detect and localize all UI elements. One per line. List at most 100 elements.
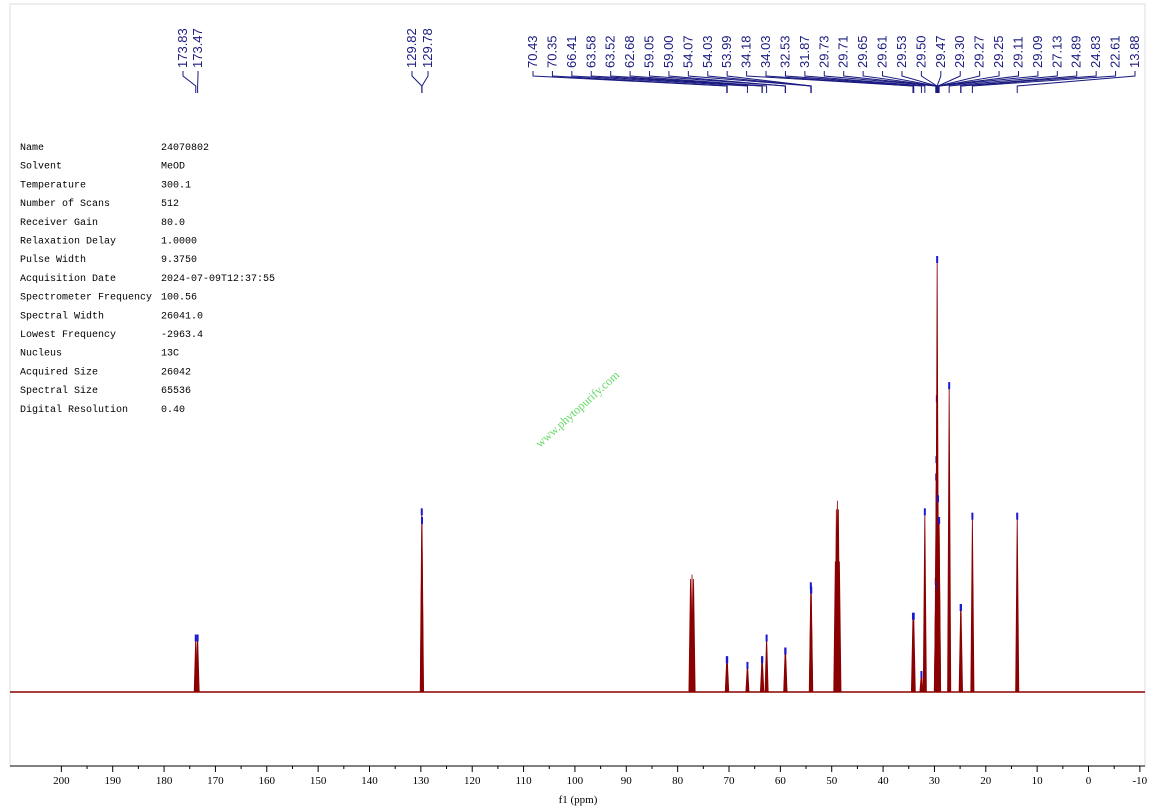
- peak-label: 70.35: [544, 35, 559, 68]
- peak: [764, 635, 769, 693]
- param-name: Pulse Width: [20, 254, 86, 266]
- param-name: Acquired Size: [20, 366, 98, 378]
- peak: [760, 657, 765, 693]
- param-name: Receiver Gain: [20, 217, 98, 229]
- peak-label: 29.30: [952, 35, 967, 68]
- param-value: 300.1: [161, 180, 191, 191]
- peak-label: 59.05: [642, 35, 657, 68]
- x-tick-label: 10: [1032, 775, 1044, 787]
- peak-label: 173.47: [190, 28, 205, 68]
- peak-label: 29.47: [933, 35, 948, 68]
- x-tick-label: 0: [1086, 775, 1092, 787]
- param-value: 0.40: [161, 405, 185, 416]
- x-tick-label: 20: [980, 775, 992, 787]
- frame: [9, 3, 1146, 767]
- peak-connector: [551, 71, 728, 93]
- peak-label: 70.43: [525, 35, 540, 68]
- x-tick-label: 180: [156, 775, 173, 787]
- param-name: Spectrometer Frequency: [20, 293, 152, 304]
- param-value: 512: [161, 199, 179, 210]
- peak: [922, 509, 927, 693]
- peak: [970, 513, 975, 693]
- param-value: 1.0000: [161, 237, 197, 248]
- x-tick-label: 200: [53, 775, 70, 787]
- peak-label: 29.73: [816, 35, 831, 68]
- peak-connector: [746, 71, 914, 93]
- peak-label: 34.18: [739, 35, 754, 68]
- x-tick-label: 30: [929, 775, 941, 787]
- peak-label: 29.71: [836, 35, 851, 68]
- x-tick-label: 90: [621, 775, 633, 787]
- param-name: Nucleus: [20, 348, 62, 360]
- solvent-peak: [837, 561, 842, 693]
- x-tick-label: 130: [413, 775, 430, 787]
- peak: [919, 671, 924, 693]
- peak: [725, 657, 730, 693]
- peak-connector: [668, 71, 786, 93]
- param-name: Temperature: [20, 180, 86, 191]
- peak-label: 24.83: [1088, 35, 1103, 68]
- peak-label: 29.61: [875, 35, 890, 68]
- peak: [1015, 513, 1020, 693]
- x-tick-label: 170: [207, 775, 224, 787]
- x-tick-label: 190: [104, 775, 121, 787]
- peak-label: 54.03: [700, 35, 715, 68]
- peak-label: 29.50: [913, 35, 928, 68]
- x-tick-label: 60: [775, 775, 787, 787]
- peak-connector: [971, 71, 1117, 93]
- param-value: 65536: [161, 386, 191, 397]
- peak-connector: [948, 71, 1058, 93]
- peak-label: 32.53: [777, 35, 792, 68]
- peak-connector: [784, 71, 922, 93]
- x-tick-label: 40: [878, 775, 890, 787]
- param-value: 13C: [161, 349, 179, 360]
- peak-label: 54.07: [680, 35, 695, 68]
- peak: [195, 635, 200, 693]
- peak: [958, 605, 963, 693]
- x-tick-label: 160: [259, 775, 276, 787]
- param-value: MeOD: [161, 162, 185, 173]
- x-tick-label: 100: [567, 775, 584, 787]
- peak-connector: [936, 71, 942, 93]
- peak: [911, 613, 916, 693]
- peak: [783, 648, 788, 693]
- peak-label: 62.68: [622, 35, 637, 68]
- peak-connector: [610, 71, 763, 93]
- x-tick-label: 70: [724, 775, 736, 787]
- peak-label: 29.53: [894, 35, 909, 68]
- peak-label: 66.41: [564, 35, 579, 68]
- peak-connector: [804, 71, 926, 93]
- peak-connector: [960, 71, 1097, 93]
- param-value: 80.0: [161, 218, 185, 229]
- param-name: Spectral Size: [20, 385, 98, 397]
- peak-label: 22.61: [1108, 35, 1123, 68]
- peak: [937, 518, 942, 693]
- param-name: Relaxation Delay: [20, 236, 116, 248]
- peak: [745, 662, 750, 693]
- param-name: Spectral Width: [20, 310, 104, 322]
- peak-connector: [411, 71, 423, 93]
- param-name: Name: [20, 143, 44, 154]
- peak-label: 34.03: [758, 35, 773, 68]
- param-value: 2024-07-09T12:37:55: [161, 274, 275, 285]
- peak-label: 63.58: [583, 35, 598, 68]
- peak-label: 29.25: [991, 35, 1006, 68]
- peak-connector: [937, 71, 1000, 93]
- param-name: Solvent: [20, 161, 62, 173]
- peak-label: 29.27: [972, 35, 987, 68]
- peak: [947, 383, 952, 693]
- x-tick-label: 80: [672, 775, 684, 787]
- peak-label: 173.83: [175, 28, 190, 68]
- peak-label: 129.82: [404, 28, 419, 68]
- param-value: 100.56: [161, 293, 197, 304]
- peak-label: 29.11: [1010, 36, 1025, 68]
- param-value: 26041.0: [161, 311, 203, 322]
- x-tick-label: 50: [826, 775, 838, 787]
- peak: [419, 518, 424, 693]
- peak-label: 59.00: [661, 35, 676, 68]
- param-name: Lowest Frequency: [20, 330, 116, 341]
- peak-connector: [938, 71, 1039, 93]
- x-tick-label: -10: [1133, 775, 1148, 787]
- peak-label: 29.09: [1030, 35, 1045, 68]
